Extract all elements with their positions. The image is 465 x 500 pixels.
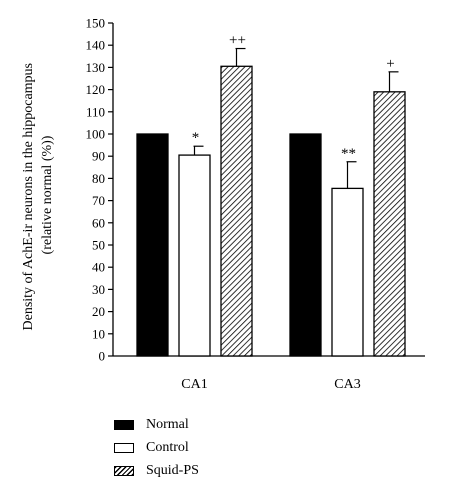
legend-swatch-control xyxy=(114,442,134,453)
y-tick-label-100: 100 xyxy=(86,127,106,142)
significance-mark-ca3-control: ** xyxy=(341,146,356,162)
legend-item-control: Control xyxy=(114,436,199,459)
y-tick-label-50: 50 xyxy=(92,238,105,253)
legend: Normal Control Squid-PS xyxy=(114,413,199,482)
y-tick-label-30: 30 xyxy=(92,282,105,297)
y-tick-label-130: 130 xyxy=(86,60,106,75)
y-tick-label-110: 110 xyxy=(86,104,105,119)
significance-mark-ca1-squid-ps: ++ xyxy=(229,33,246,49)
legend-label-normal: Normal xyxy=(146,416,189,432)
legend-label-control: Control xyxy=(146,439,189,455)
y-axis-label-line-2: (relative normal (%)) xyxy=(40,135,55,254)
legend-swatch-squid-ps xyxy=(114,465,134,476)
legend-label-squid-ps: Squid-PS xyxy=(146,462,199,478)
y-tick-label-0: 0 xyxy=(99,349,106,364)
bar-ca1-control xyxy=(178,154,211,357)
y-tick-label-150: 150 xyxy=(86,16,106,31)
significance-mark-ca3-squid-ps: + xyxy=(386,56,394,72)
bar-ca1-normal xyxy=(136,133,169,357)
x-category-label-ca1: CA1 xyxy=(181,377,207,392)
y-tick-label-20: 20 xyxy=(92,304,105,319)
y-axis-label: Density of AchE-ir neurons in the hippoc… xyxy=(21,59,55,330)
y-tick-label-90: 90 xyxy=(92,149,105,164)
y-tick-label-140: 140 xyxy=(86,38,106,53)
y-tick-label-70: 70 xyxy=(92,193,105,208)
legend-item-normal: Normal xyxy=(114,413,199,436)
bar-ca3-normal xyxy=(289,133,322,357)
bar-ca3-control xyxy=(331,187,364,357)
y-tick-label-40: 40 xyxy=(92,260,105,275)
y-tick-label-10: 10 xyxy=(92,326,105,341)
bar-ca1-squid-ps xyxy=(220,65,253,357)
x-category-label-ca3: CA3 xyxy=(334,377,360,392)
y-tick-label-80: 80 xyxy=(92,171,105,186)
legend-item-squid-ps: Squid-PS xyxy=(114,459,199,482)
y-axis-label-line-1: Density of AchE-ir neurons in the hippoc… xyxy=(21,63,36,331)
bar-chart: Density of AchE-ir neurons in the hippoc… xyxy=(21,16,425,392)
legend-swatch-normal xyxy=(114,419,134,430)
y-tick-label-60: 60 xyxy=(92,215,105,230)
significance-mark-ca1-control: * xyxy=(192,130,200,146)
y-tick-label-120: 120 xyxy=(86,82,106,97)
bar-ca3-squid-ps xyxy=(373,91,406,357)
